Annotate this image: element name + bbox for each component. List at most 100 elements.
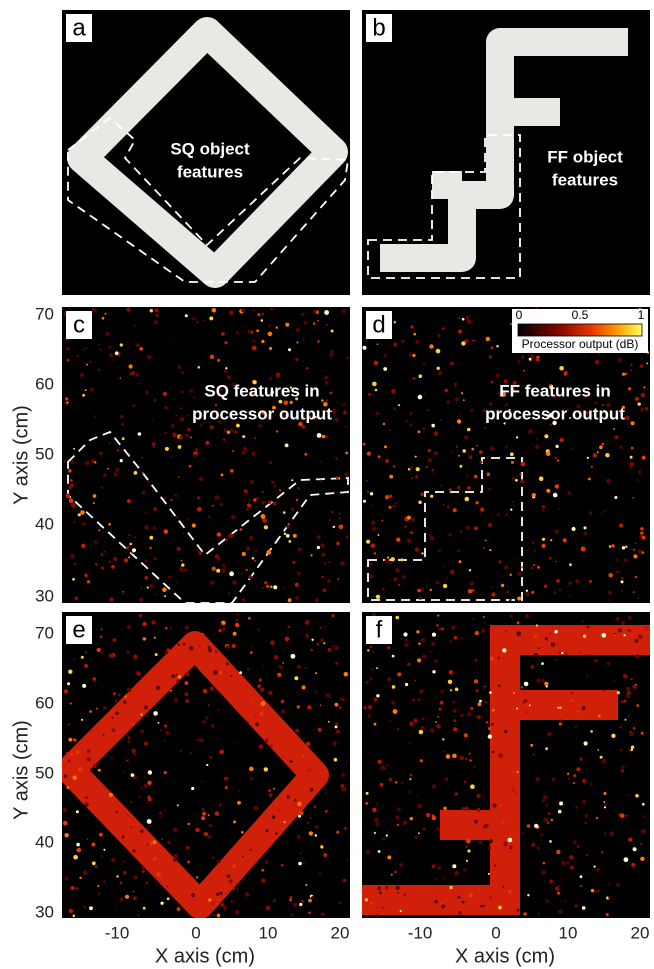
- speckle: [261, 491, 264, 494]
- speckle: [319, 872, 322, 875]
- speckle: [173, 858, 177, 862]
- speckle: [230, 900, 233, 903]
- speckle: [174, 494, 177, 497]
- speckle: [559, 719, 561, 721]
- speckle: [131, 371, 135, 375]
- speckle: [389, 475, 393, 479]
- speckle: [584, 526, 587, 529]
- speckle: [418, 832, 420, 834]
- speckle: [235, 623, 239, 627]
- speckle: [220, 623, 223, 626]
- speckle: [467, 849, 470, 852]
- speckle: [631, 748, 634, 751]
- speckle: [520, 479, 524, 483]
- speckle: [470, 409, 473, 412]
- speckle: [508, 890, 511, 893]
- speckle: [372, 651, 374, 653]
- speckle: [307, 822, 309, 824]
- x-axis-label: X axis (cm): [155, 945, 255, 967]
- speckle: [131, 773, 135, 777]
- speckle: [303, 339, 305, 341]
- speckle: [81, 719, 83, 721]
- speckle: [468, 589, 473, 594]
- speckle: [551, 643, 555, 647]
- speckle: [98, 344, 100, 346]
- speckle: [257, 313, 260, 316]
- speckle: [466, 860, 468, 862]
- speckle: [156, 872, 161, 877]
- speckle: [302, 361, 304, 363]
- speckle: [631, 364, 633, 366]
- speckle: [327, 859, 329, 861]
- speckle: [246, 721, 248, 723]
- speckle: [413, 718, 417, 722]
- speckle: [288, 626, 290, 628]
- speckle: [378, 534, 380, 536]
- speckle: [177, 680, 181, 684]
- speckle: [370, 902, 373, 905]
- speckle: [188, 823, 190, 825]
- speckle: [446, 400, 449, 403]
- speckle: [630, 456, 633, 459]
- speckle: [295, 358, 298, 361]
- speckle: [109, 597, 113, 601]
- speckle: [87, 476, 89, 478]
- speckle: [405, 683, 408, 686]
- speckle: [552, 777, 556, 781]
- speckle: [534, 824, 538, 828]
- colorbar-tick: 1: [638, 308, 645, 322]
- speckle: [398, 584, 400, 586]
- speckle: [621, 621, 625, 625]
- speckle: [103, 734, 105, 736]
- speckle: [134, 471, 138, 475]
- speckle: [440, 419, 442, 421]
- speckle: [595, 360, 599, 364]
- speckle: [488, 734, 492, 738]
- speckle: [199, 424, 202, 427]
- speckle: [232, 450, 234, 452]
- speckle: [589, 580, 592, 583]
- annotation: SQ object: [170, 139, 250, 158]
- speckle: [527, 894, 529, 896]
- speckle: [525, 614, 529, 618]
- speckle: [479, 841, 483, 845]
- panel-letter: a: [72, 14, 86, 41]
- speckle: [397, 808, 400, 811]
- speckle: [617, 691, 620, 694]
- speckle: [123, 772, 125, 774]
- speckle: [132, 849, 135, 852]
- speckle: [217, 532, 221, 536]
- speckle: [473, 340, 475, 342]
- speckle: [144, 742, 148, 746]
- colorbar-gradient: [518, 324, 642, 336]
- speckle: [510, 452, 514, 456]
- speckle: [566, 653, 568, 655]
- speckle: [559, 366, 564, 371]
- speckle: [471, 340, 473, 342]
- speckle: [66, 752, 68, 754]
- speckle: [367, 714, 371, 718]
- speckle: [586, 854, 588, 856]
- speckle: [366, 850, 370, 854]
- speckle: [239, 790, 241, 792]
- speckle: [290, 760, 293, 763]
- speckle: [317, 433, 322, 438]
- speckle: [490, 656, 494, 660]
- speckle: [370, 492, 373, 495]
- speckle: [318, 728, 322, 732]
- speckle: [343, 404, 345, 406]
- speckle: [209, 316, 213, 320]
- speckle: [212, 857, 215, 860]
- speckle: [277, 673, 281, 677]
- figure: 0 0.5 1 Processor output (dB) aSQ object…: [0, 0, 654, 969]
- speckle: [465, 845, 468, 848]
- speckle: [607, 662, 610, 665]
- speckle: [539, 476, 544, 481]
- speckle: [216, 893, 219, 896]
- speckle: [224, 369, 228, 373]
- speckle: [476, 794, 480, 798]
- speckle: [69, 498, 74, 503]
- speckle: [338, 517, 340, 519]
- speckle: [70, 479, 73, 482]
- speckle: [317, 498, 319, 500]
